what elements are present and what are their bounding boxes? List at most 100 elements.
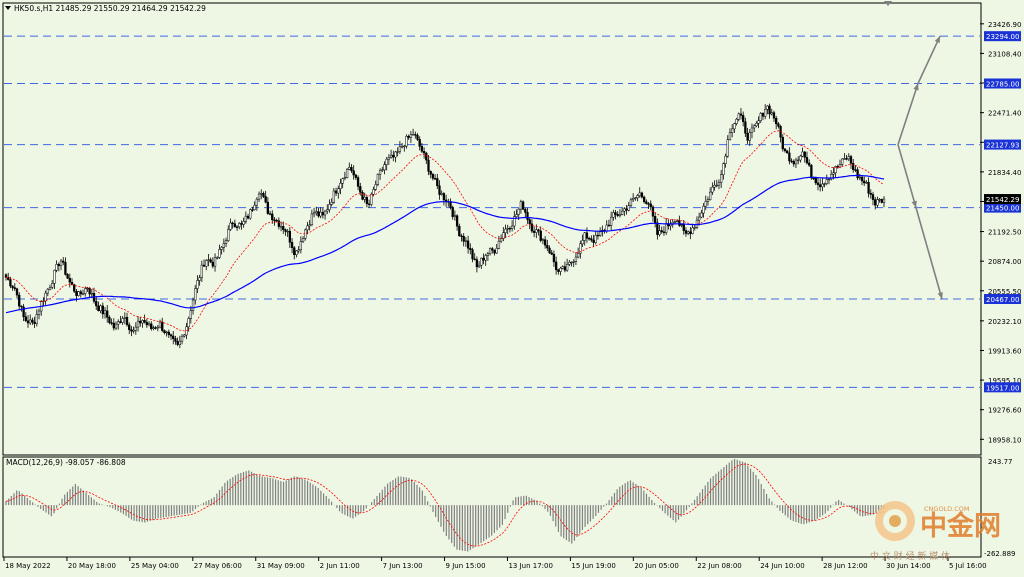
- candle-body: [46, 288, 49, 294]
- candle-body: [625, 208, 628, 211]
- candle-body: [574, 256, 578, 262]
- watermark-brand-cn: 中金网: [920, 510, 1001, 542]
- candle-body: [26, 320, 30, 324]
- candle-body: [273, 219, 276, 221]
- candle-body: [194, 288, 197, 301]
- candle-body: [669, 224, 672, 227]
- candle-body: [363, 197, 366, 200]
- time-tick-label: 22 Jun 08:00: [697, 562, 741, 570]
- candle-body: [403, 145, 406, 148]
- candle-body: [341, 178, 344, 184]
- candle-body: [684, 230, 688, 234]
- candle-body: [279, 226, 283, 228]
- candle-body: [216, 257, 219, 259]
- candle-body: [728, 132, 732, 140]
- time-tick-label: 30 Jun 14:00: [886, 562, 930, 570]
- candle-body: [253, 204, 256, 210]
- candle-body: [488, 248, 492, 254]
- candle-body: [29, 319, 32, 324]
- candle-body: [383, 164, 386, 171]
- level-label: 22127.93: [986, 142, 1019, 150]
- candle-body: [13, 287, 16, 289]
- candle-body: [596, 234, 600, 237]
- candle-body: [15, 288, 19, 296]
- candle-body: [398, 146, 402, 152]
- candle-body: [183, 334, 186, 337]
- candle-body: [119, 321, 122, 323]
- candle-body: [638, 192, 641, 196]
- candle-body: [581, 240, 584, 245]
- candle-body: [814, 178, 817, 184]
- candle-body: [797, 159, 800, 162]
- candle-body: [152, 327, 155, 329]
- candle-body: [411, 134, 415, 136]
- candle-body: [429, 171, 432, 175]
- candle-body: [517, 208, 520, 215]
- candle-body: [713, 184, 716, 188]
- candle-body: [301, 238, 305, 242]
- price-tick-label: 19276.60: [988, 407, 1021, 415]
- candle-body: [22, 306, 25, 317]
- candle-body: [757, 120, 760, 124]
- candle-body: [473, 258, 476, 261]
- time-tick-label: 28 Jun 12:00: [823, 562, 867, 570]
- candle-body: [720, 174, 723, 183]
- projection-arrow-segment: [917, 35, 941, 84]
- candle-body: [816, 182, 820, 185]
- candle-body: [801, 151, 804, 157]
- candle-body: [136, 320, 140, 328]
- macd-axis: 243.77 -262.889: [984, 458, 1015, 558]
- candle-body: [350, 167, 353, 171]
- cngold-watermark: 中金网 CNGOLD.COM 中 文 财 经 新 媒 体: [870, 501, 1001, 562]
- level-label-box: [984, 294, 1021, 305]
- arrow-head-icon: [913, 83, 919, 91]
- ma-fast-line: [5, 130, 885, 332]
- candle-body: [792, 161, 795, 165]
- candle-body: [418, 139, 421, 147]
- candle-body: [257, 193, 261, 200]
- candle-body: [715, 184, 718, 187]
- candle-body: [167, 331, 170, 335]
- collapse-triangle-icon[interactable]: [5, 6, 11, 10]
- level-label: 22785.00: [986, 80, 1019, 88]
- candle-body: [249, 209, 252, 219]
- candle-body: [79, 291, 82, 295]
- candle-body: [130, 329, 133, 332]
- candle-body: [860, 176, 864, 182]
- candle-body: [834, 166, 837, 174]
- time-tick-label: 27 May 06:00: [194, 562, 242, 570]
- candle-body: [416, 134, 419, 140]
- candle-body: [356, 177, 360, 187]
- candle-body: [323, 210, 327, 216]
- candle-body: [656, 222, 659, 235]
- candle-body: [823, 183, 826, 185]
- candle-body: [392, 154, 395, 158]
- candle-body: [389, 154, 393, 158]
- candle-body: [9, 279, 12, 287]
- candle-body: [759, 113, 762, 121]
- candle-body: [871, 194, 875, 200]
- candle-body: [565, 264, 569, 271]
- candle-body: [394, 151, 397, 158]
- candle-body: [409, 134, 413, 138]
- candle-body: [680, 224, 683, 226]
- candle-body: [143, 320, 146, 323]
- candle-body: [97, 305, 100, 311]
- candle-body: [99, 305, 102, 311]
- candle-body: [819, 184, 822, 188]
- candle-body: [598, 231, 602, 236]
- candle-body: [748, 132, 751, 141]
- time-tick-label: 20 Jun 05:00: [634, 562, 678, 570]
- candle-body: [35, 314, 38, 324]
- candle-body: [233, 223, 237, 228]
- candle-body: [502, 232, 505, 239]
- candle-body: [453, 215, 457, 218]
- candle-body: [766, 105, 769, 110]
- candle-body: [24, 316, 27, 322]
- candle-body: [262, 193, 265, 197]
- candle-body: [84, 288, 87, 294]
- candle-body: [117, 321, 120, 325]
- candle-body: [154, 327, 157, 329]
- candle-body: [863, 180, 866, 184]
